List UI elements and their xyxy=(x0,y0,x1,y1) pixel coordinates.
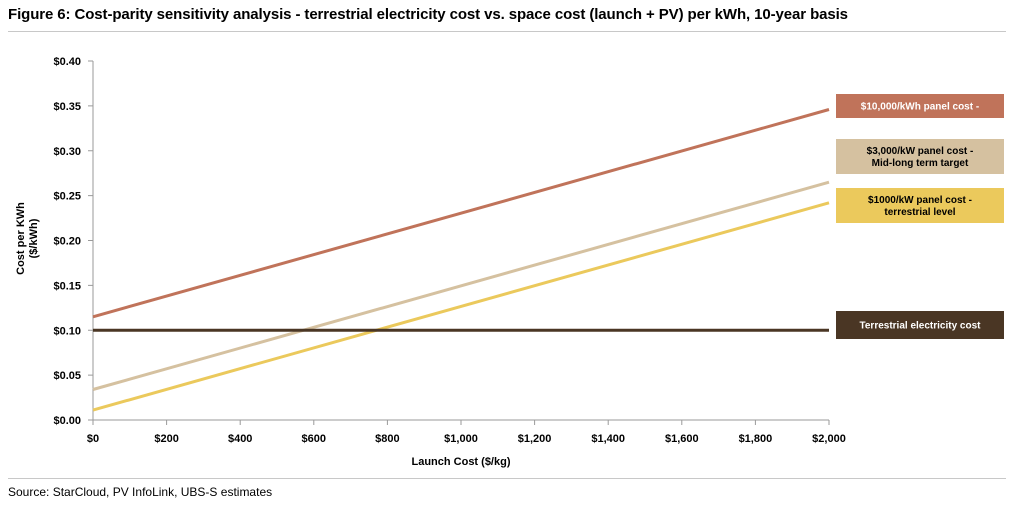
y-tick-label: $0.35 xyxy=(53,101,81,113)
chart-axes: $0.00 $0.05 $0.10 $0.15 $0.20 $0.25 $0.30 $0.35… xyxy=(15,56,846,468)
y-tick-label: $0.15 xyxy=(53,280,81,292)
y-axis-title: Cost per KWh($/kWh) xyxy=(15,202,40,275)
chart-series-labels: $10,000/kWh panel cost - $3,000/kW panel … xyxy=(836,94,1004,339)
series-label-box xyxy=(836,311,1004,339)
series-label: $10,000/kWh panel cost - xyxy=(861,102,979,113)
series-line xyxy=(92,180,830,391)
x-tick-label: $1,400 xyxy=(591,433,625,445)
source-divider xyxy=(8,478,1006,479)
y-tick-label: $0.05 xyxy=(53,370,81,382)
x-tick-label: $800 xyxy=(375,433,399,445)
x-tick-label: $200 xyxy=(154,433,178,445)
x-tick-label: $1,800 xyxy=(739,433,773,445)
series-label: Terrestrial electricity cost xyxy=(860,321,982,332)
x-tick-label: $0 xyxy=(87,433,99,445)
x-tick-label: $400 xyxy=(228,433,252,445)
y-tick-label: $0.20 xyxy=(53,236,81,248)
x-tick-label: $600 xyxy=(302,433,326,445)
y-tick-label: $0.00 xyxy=(53,415,81,427)
figure-title: Figure 6: Cost-parity sensitivity analys… xyxy=(8,6,848,23)
series-label-box xyxy=(836,94,1004,118)
series-line xyxy=(92,108,830,319)
chart-series xyxy=(92,108,830,412)
series-line xyxy=(92,201,830,412)
x-tick-label: $1,200 xyxy=(518,433,552,445)
y-tick-label: $0.25 xyxy=(53,191,81,203)
x-axis-title: Launch Cost ($/kg) xyxy=(411,456,510,468)
x-tick-label: $1,000 xyxy=(444,433,478,445)
y-tick-label: $0.10 xyxy=(53,325,81,337)
y-tick-label: $0.40 xyxy=(53,56,81,68)
x-tick-label: $2,000 xyxy=(812,433,846,445)
cost-parity-line-chart: $0.00 $0.05 $0.10 $0.15 $0.20 $0.25 $0.30 $0.35… xyxy=(15,56,1004,468)
y-tick-label: $0.30 xyxy=(53,146,81,158)
series-label-box xyxy=(836,188,1004,223)
series-label: $3,000/kW panel cost -Mid-long term targ… xyxy=(867,146,974,169)
source-note: Source: StarCloud, PV InfoLink, UBS-S es… xyxy=(8,485,273,499)
title-divider xyxy=(8,31,1006,32)
series-label-box xyxy=(836,139,1004,174)
series-label: $1000/kW panel cost -terrestrial level xyxy=(868,195,972,218)
x-tick-label: $1,600 xyxy=(665,433,699,445)
